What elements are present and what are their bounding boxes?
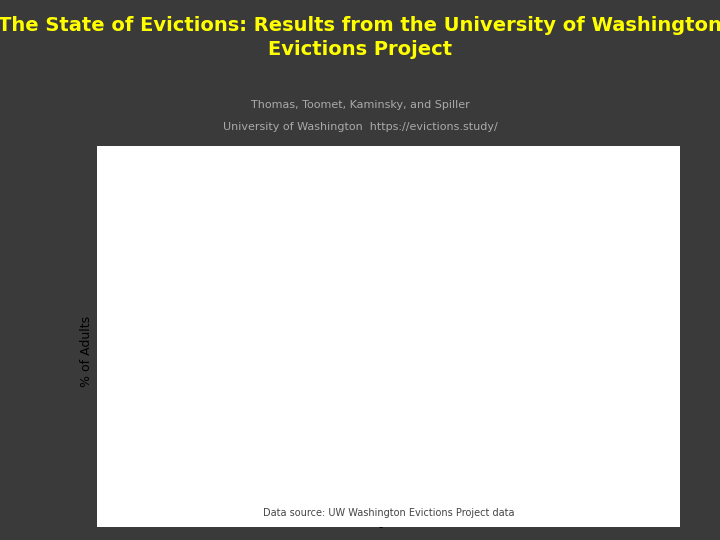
Text: Percent of adults formally evicted within their
respective racial group from 201: Percent of adults formally evicted withi… [144,183,431,211]
Bar [311,463,336,486]
Legend: Asian, Black, Latinx, White: Asian, Black, Latinx, White [599,221,673,306]
Bar [192,372,216,486]
Bar [360,436,384,486]
Y-axis label: % of Adults: % of Adults [81,315,94,387]
Bar [167,472,192,486]
Bar [384,448,409,486]
Bar [336,243,360,486]
Bar [528,464,553,486]
Bar [480,465,504,486]
Bar [455,476,480,486]
Bar [240,465,265,486]
Bar [504,462,528,486]
Bar [216,449,240,486]
Text: Thomas, Toomet, Kaminsky, and Spiller: Thomas, Toomet, Kaminsky, and Spiller [251,100,469,110]
X-axis label: County: County [333,514,387,528]
Text: Data source: UW Washington Evictions Project data: Data source: UW Washington Evictions Pro… [263,508,515,518]
Text: University of Washington  https://evictions.study/: University of Washington https://evictio… [222,122,498,132]
Text: The State of Evictions: Results from the University of Washington
Evictions Proj: The State of Evictions: Results from the… [0,16,720,59]
